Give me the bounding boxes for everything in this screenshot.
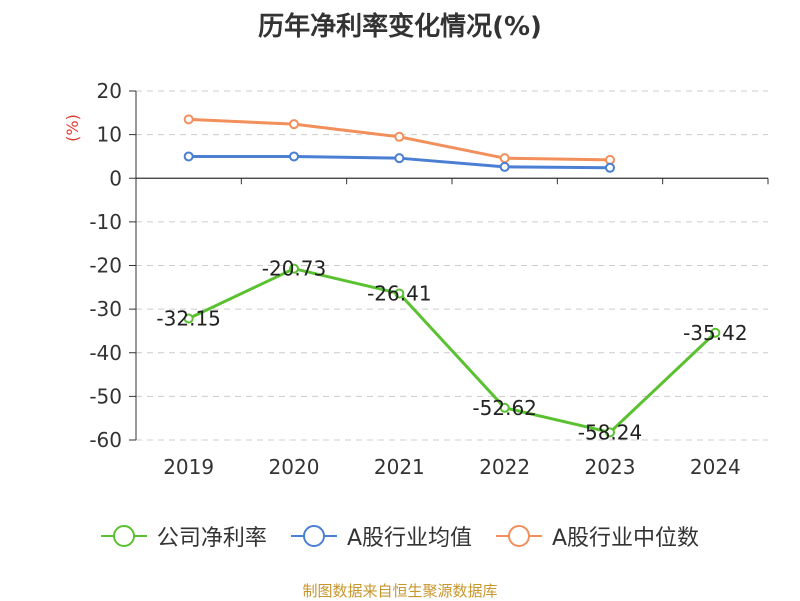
x-tick-label: 2024 [690, 455, 741, 479]
y-tick-label: -30 [89, 297, 122, 321]
data-label: -32.15 [156, 307, 220, 331]
legend-label: A股行业中位数 [552, 526, 700, 551]
y-tick-label: 10 [97, 123, 122, 147]
legend-item[interactable]: 公司净利率 [100, 520, 267, 552]
data-point [605, 162, 615, 173]
source-note: 制图数据来自恒生聚源数据库 [302, 582, 498, 600]
data-point [394, 131, 405, 142]
chart-title: 历年净利率变化情况(%) [258, 12, 542, 42]
data-point [183, 313, 194, 324]
legend-label: 公司净利率 [156, 526, 267, 551]
legend-label: A股行业均值 [346, 526, 472, 551]
legend-marker-icon [100, 524, 147, 548]
data-point [710, 327, 721, 338]
data-point [289, 151, 299, 162]
x-tick-label: 2022 [479, 455, 530, 479]
data-point [605, 154, 615, 165]
y-tick-label: -40 [89, 341, 122, 365]
data-label: -20.73 [262, 257, 326, 281]
data-point [183, 114, 194, 125]
legend-marker-icon [290, 524, 337, 548]
data-point [289, 119, 299, 130]
grid-lines [136, 90, 768, 441]
y-tick-label: -60 [89, 428, 122, 452]
data-point [183, 151, 194, 162]
data-labels: -32.15 -20.73 -26.41 -52.62 -58.24 -35.42 [156, 257, 747, 445]
legend-item[interactable]: A股行业均值 [290, 520, 472, 552]
data-label: -35.42 [683, 321, 747, 345]
axes: 20 10 0 -10 -20 -30 -40 -50 -60 2019 2020 2021 2022 2… [89, 79, 769, 479]
y-tick-label: -50 [89, 384, 122, 408]
data-label: -52.62 [472, 396, 536, 420]
series-line [188, 267, 717, 434]
data-label: -26.41 [367, 281, 431, 305]
x-tick-label: 2021 [374, 455, 425, 479]
y-tick-label: 20 [97, 79, 122, 103]
x-tick-label: 2020 [269, 455, 320, 479]
data-point [289, 263, 299, 274]
x-tick-label: 2019 [163, 455, 214, 479]
y-tick-label: 0 [109, 166, 122, 190]
data-point [499, 402, 510, 413]
data-point [394, 153, 405, 164]
data-point [499, 161, 510, 172]
legend-marker-icon [496, 524, 542, 548]
data-point [605, 427, 615, 438]
x-tick-label: 2023 [585, 455, 636, 479]
y-tick-label: -20 [89, 254, 122, 278]
data-label: -58.24 [578, 420, 642, 444]
series [183, 114, 721, 438]
data-point [394, 288, 405, 299]
data-point [499, 153, 510, 164]
y-axis-label: (%) [63, 114, 82, 142]
legend: 公司净利率 A股行业均值 A股行业中位数 [0, 520, 800, 552]
y-tick-label: -10 [89, 210, 122, 234]
legend-item[interactable]: A股行业中位数 [496, 520, 699, 552]
